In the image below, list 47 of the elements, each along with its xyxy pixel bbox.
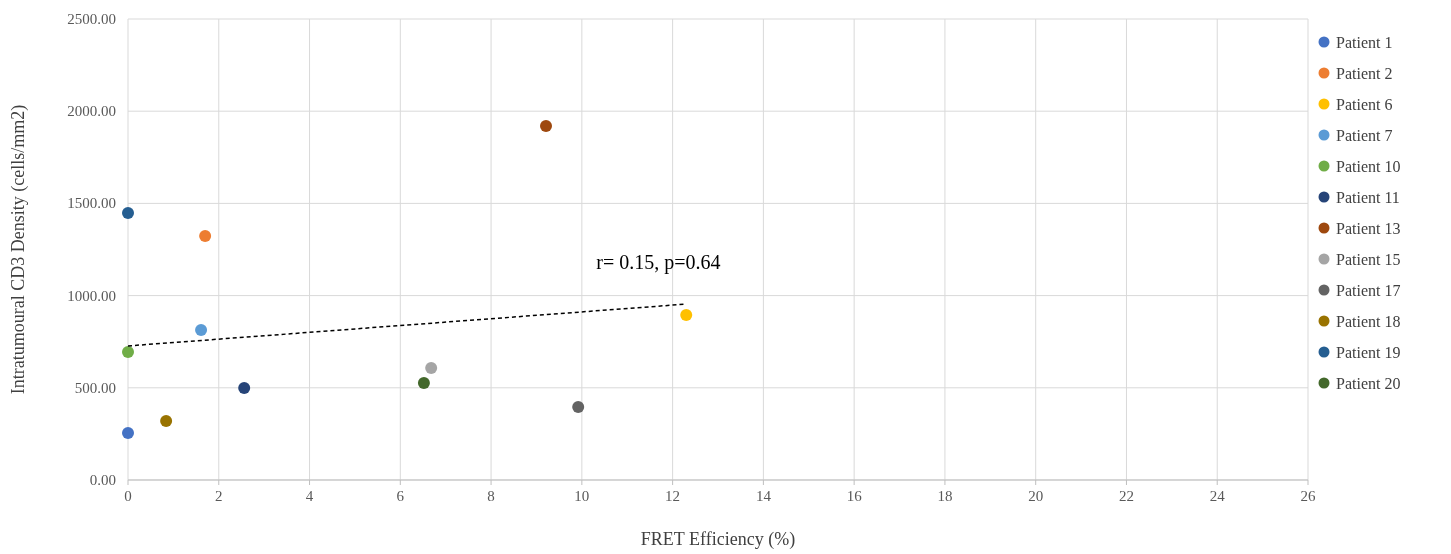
x-tick-label: 8 [487, 488, 495, 504]
legend-label: Patient 1 [1336, 34, 1393, 51]
x-tick-label: 26 [1300, 488, 1316, 504]
x-tick-label: 24 [1209, 488, 1226, 504]
x-tick-label: 16 [846, 488, 863, 504]
point [160, 414, 173, 427]
legend-label: Patient 7 [1336, 127, 1393, 144]
x-tick-label: 0 [124, 488, 132, 504]
y-tick-label: 2000.00 [67, 103, 116, 120]
y-tick-label: 1000.00 [67, 287, 116, 304]
y-tick-label: 1500.00 [67, 195, 116, 212]
x-tick-label: 6 [396, 488, 405, 504]
point [122, 206, 134, 219]
y-axis-title: Intratumoural CD3 Density (cells/mm2) [8, 104, 29, 395]
y-tick-label: 500.00 [74, 379, 116, 396]
x-tick-label: 10 [574, 488, 590, 504]
y-tick-label: 0.00 [89, 472, 116, 488]
y-tick-label: 2500.00 [67, 11, 116, 27]
legend-label: Patient 11 [1336, 189, 1400, 206]
legend-label: Patient 20 [1336, 375, 1401, 392]
x-tick-label: 20 [1028, 488, 1044, 504]
x-tick-label: 4 [305, 488, 314, 504]
x-tick-label: 12 [665, 488, 681, 504]
x-axis-title: FRET Efficiency (%) [640, 529, 796, 550]
point [425, 362, 438, 375]
legend-label: Patient 18 [1336, 313, 1401, 330]
x-tick-label: 18 [937, 488, 953, 504]
point [680, 308, 693, 321]
legend-label: Patient 19 [1336, 344, 1401, 361]
x-tick-label: 22 [1118, 488, 1134, 504]
legend-label: Patient 17 [1336, 282, 1401, 299]
point [195, 324, 208, 337]
x-tick-label: 2 [215, 488, 223, 504]
point [122, 426, 134, 439]
legend-label: Patient 15 [1336, 251, 1401, 268]
legend-label: Patient 10 [1336, 158, 1401, 175]
legend-label: Patient 2 [1336, 65, 1393, 82]
point [238, 381, 251, 394]
point [539, 119, 552, 132]
point [199, 230, 212, 243]
annotation: r= 0.15, p=0.64 [596, 251, 721, 275]
x-tick-label: 14 [755, 488, 772, 504]
point [417, 377, 430, 390]
point [572, 400, 585, 413]
point [122, 346, 134, 359]
legend-label: Patient 13 [1336, 220, 1401, 237]
legend-label: Patient 6 [1336, 96, 1393, 113]
